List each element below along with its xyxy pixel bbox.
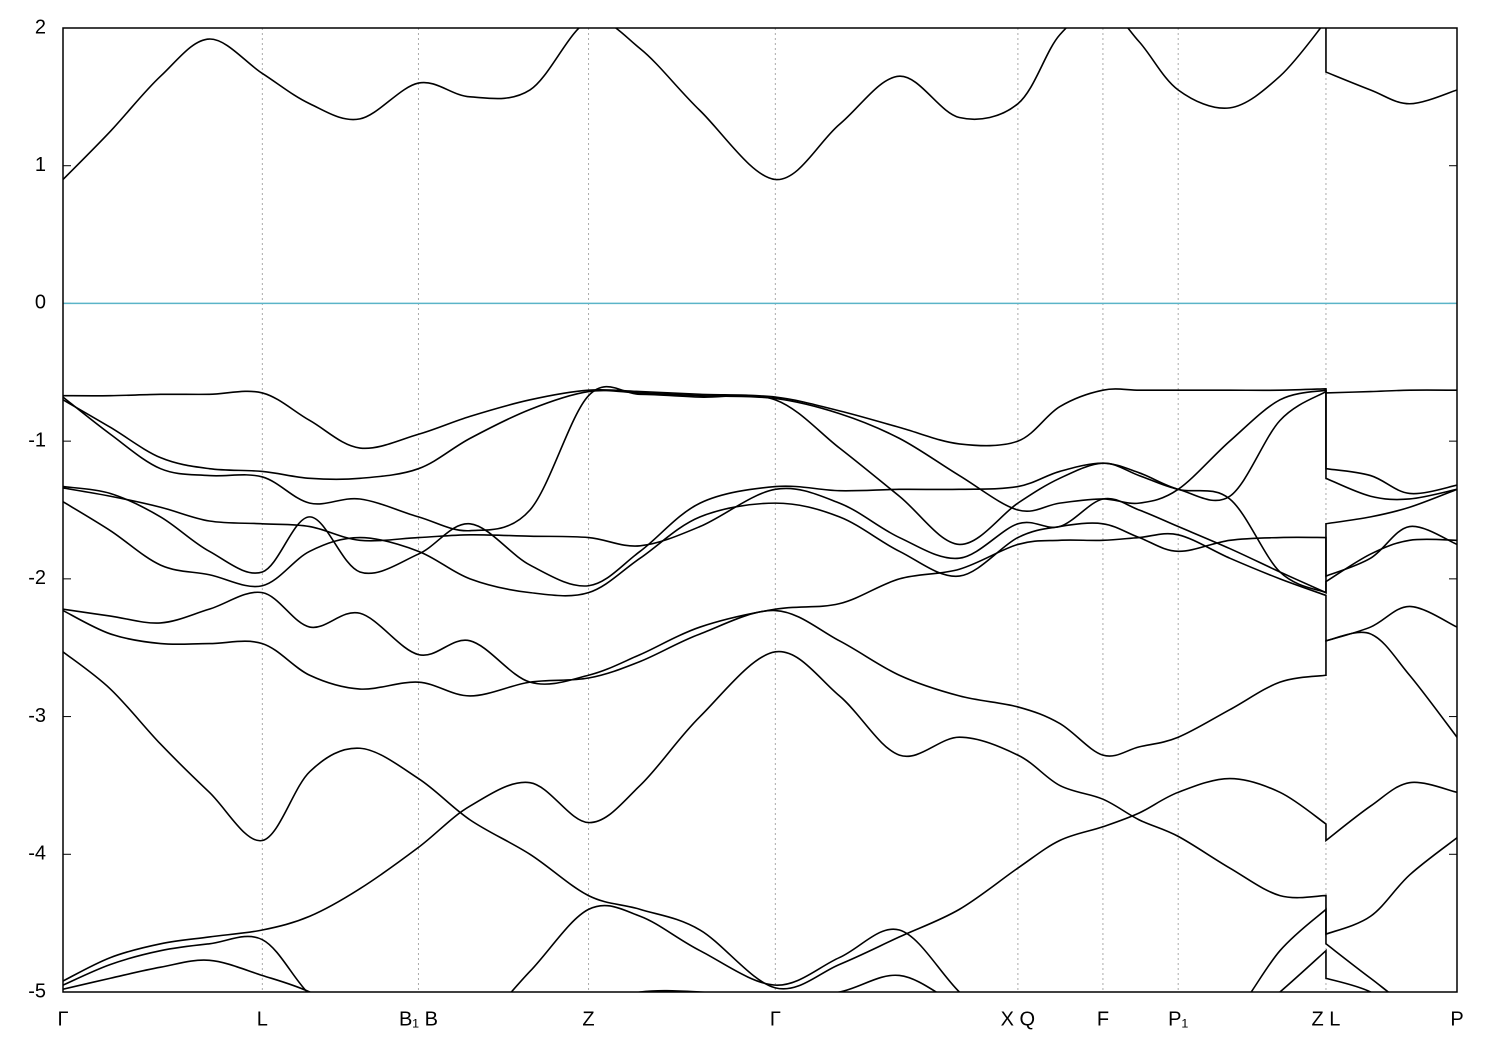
x-tick-label: Γ (770, 1008, 781, 1030)
band-line (63, 650, 1457, 982)
band-line (63, 487, 1457, 594)
band-line (63, 948, 1373, 992)
x-tick-label: Z L (1312, 1008, 1341, 1030)
band-line (63, 651, 1457, 990)
x-tick-label: P₁ (1168, 1008, 1188, 1030)
y-tick-label: 0 (35, 292, 46, 314)
band-line (63, 501, 1457, 597)
y-tick-label: -4 (28, 843, 46, 865)
x-tick-label: F (1097, 1008, 1109, 1030)
band-line (63, 28, 1457, 181)
y-tick-label: 2 (35, 16, 46, 38)
y-tick-label: -5 (28, 980, 46, 1002)
x-tick-label: B₁ B (399, 1008, 438, 1030)
axes-frame (62, 27, 1458, 993)
band-line (63, 462, 1457, 594)
x-tick-label: P (1450, 1008, 1463, 1030)
x-tick-label: Z (582, 1008, 594, 1030)
x-tick-label: Γ (57, 1008, 68, 1030)
x-tick-label: X Q (1001, 1008, 1035, 1030)
band-line (63, 385, 1457, 546)
y-tick-label: -2 (28, 567, 46, 589)
y-tick-label: 1 (35, 154, 46, 176)
y-tick-label: -3 (28, 705, 46, 727)
band-line (63, 389, 1457, 512)
plot-area (63, 28, 1457, 992)
label-layer: -5 -4 -3 -2 -1 0 1 2 Γ L B₁ B Z Γ X Q F P₁ Z L P (28, 16, 1463, 1030)
band-line (63, 387, 1457, 450)
x-tick-label: L (257, 1008, 268, 1030)
band-line (63, 532, 1457, 685)
band-line (63, 609, 1457, 757)
band-line (63, 904, 1390, 992)
y-tick-label: -1 (28, 429, 46, 451)
